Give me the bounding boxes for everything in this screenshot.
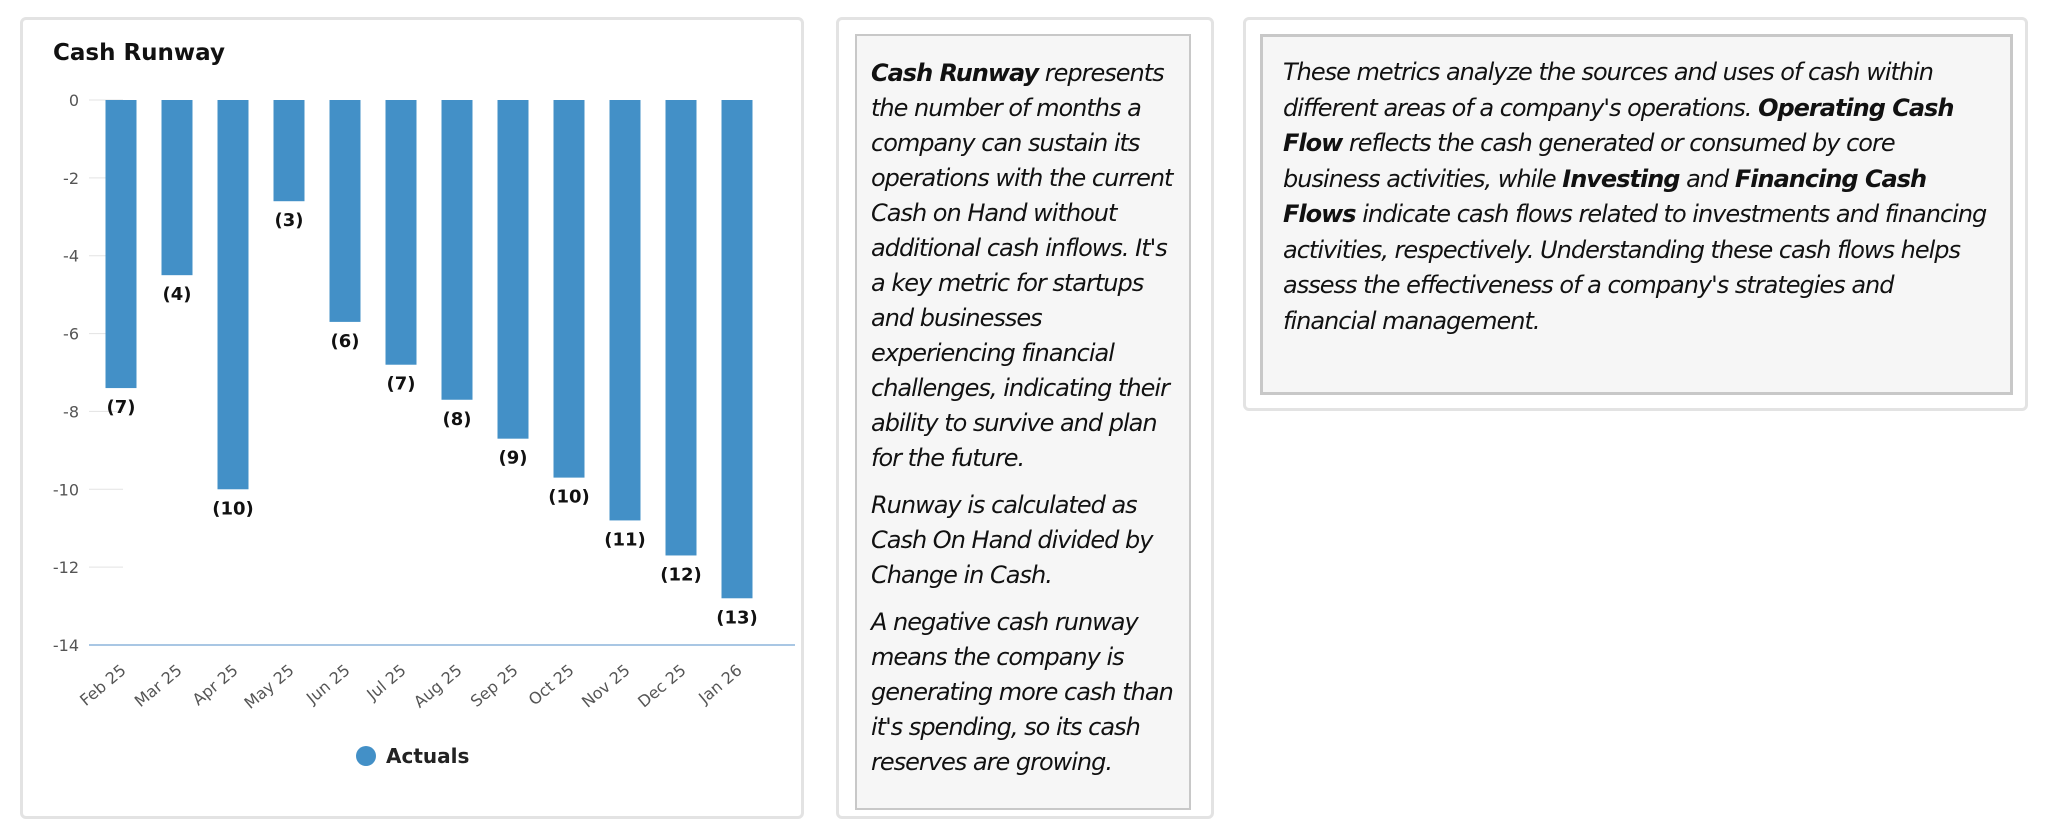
metrics-text-3: and	[1679, 164, 1735, 193]
y-tick-label: -4	[63, 247, 79, 266]
x-tick-label: Aug 25	[410, 661, 466, 712]
description-term: Cash Runway	[871, 59, 1039, 87]
y-tick-label: -14	[53, 636, 79, 655]
y-tick-label: -6	[63, 325, 79, 344]
bar-data-label: (10)	[212, 498, 254, 519]
legend-label: Actuals	[386, 744, 470, 768]
bar-data-label: (9)	[499, 448, 528, 469]
bar[interactable]	[721, 100, 753, 599]
cash-flow-metrics-card: These metrics analyze the sources and us…	[1243, 17, 2028, 411]
bar[interactable]	[161, 100, 193, 276]
x-tick-label: Dec 25	[634, 661, 689, 712]
x-tick-label: Jun 25	[302, 661, 354, 709]
chart-legend[interactable]: Actuals	[356, 744, 469, 768]
description-text-box[interactable]: Cash Runway represents the number of mon…	[855, 34, 1191, 810]
x-tick-label: Oct 25	[525, 661, 578, 710]
x-tick-label: Apr 25	[189, 661, 242, 710]
x-tick-label: Sep 25	[467, 661, 522, 711]
bar[interactable]	[497, 100, 529, 439]
y-tick-label: 0	[69, 91, 79, 110]
bar-data-label: (13)	[716, 607, 758, 628]
x-tick-label: Mar 25	[131, 661, 186, 711]
bar[interactable]	[665, 100, 697, 556]
bar[interactable]	[105, 100, 137, 389]
cash-runway-chart-card: 0 -2 -4 -6 -8 -10 -12 -14 (7) Feb 25 (4) Mar 25 (10)…	[20, 17, 804, 819]
bar-data-label: (8)	[443, 409, 472, 430]
metrics-term-financing: Financing Cash Flows	[1283, 164, 1927, 229]
description-paragraph-3: A negative cash runway means the company…	[871, 608, 1174, 776]
metrics-text-box: These metrics analyze the sources and us…	[1260, 34, 2013, 395]
cash-runway-chart: 0 -2 -4 -6 -8 -10 -12 -14 (7) Feb 25 (4) Mar 25 (10)…	[53, 91, 795, 713]
metrics-term-investing: Investing	[1562, 164, 1680, 193]
metrics-term-operating: Operating Cash Flow	[1283, 93, 1954, 158]
bar-data-label: (7)	[387, 374, 416, 395]
x-tick-label: Nov 25	[578, 661, 634, 712]
description-text-1: represents the number of months a compan…	[871, 59, 1173, 472]
y-tick-label: -12	[53, 558, 79, 577]
y-tick-label: -8	[63, 402, 79, 421]
bar[interactable]	[273, 100, 305, 202]
bar-data-label: (7)	[107, 397, 136, 418]
y-tick-label: -10	[53, 480, 79, 499]
description-paragraph-2: Runway is calculated as Cash On Hand div…	[871, 491, 1153, 589]
y-tick-label: -2	[63, 169, 79, 188]
bar[interactable]	[553, 100, 585, 478]
bar-data-label: (10)	[548, 487, 590, 508]
metrics-text-1: These metrics analyze the sources and us…	[1283, 58, 1934, 122]
metrics-text-4: indicate cash flows related to investmen…	[1283, 200, 1987, 335]
x-tick-label: Jan 26	[694, 661, 745, 708]
bar-data-label: (6)	[331, 331, 360, 352]
description-paragraph-1: Cash Runway represents the number of mon…	[871, 56, 1175, 476]
x-tick-label: May 25	[241, 661, 298, 713]
metrics-text-2: reflects the cash generated or consumed …	[1283, 129, 1896, 193]
bar[interactable]	[609, 100, 641, 521]
bar[interactable]	[385, 100, 417, 365]
x-tick-label: Jul 25	[362, 661, 409, 705]
metrics-paragraph: These metrics analyze the sources and us…	[1283, 55, 1990, 339]
legend-marker	[356, 746, 376, 766]
bar[interactable]	[217, 100, 249, 490]
bar[interactable]	[441, 100, 473, 400]
bar-data-label: (12)	[660, 564, 702, 585]
x-tick-label: Feb 25	[76, 661, 129, 710]
bar-data-label: (11)	[604, 529, 646, 550]
bar[interactable]	[329, 100, 361, 322]
bar-data-label: (3)	[275, 210, 304, 231]
chart-title: Cash Runway	[53, 40, 225, 66]
cash-runway-description-card: Cash Runway represents the number of mon…	[836, 17, 1214, 819]
bar-data-label: (4)	[163, 284, 192, 305]
